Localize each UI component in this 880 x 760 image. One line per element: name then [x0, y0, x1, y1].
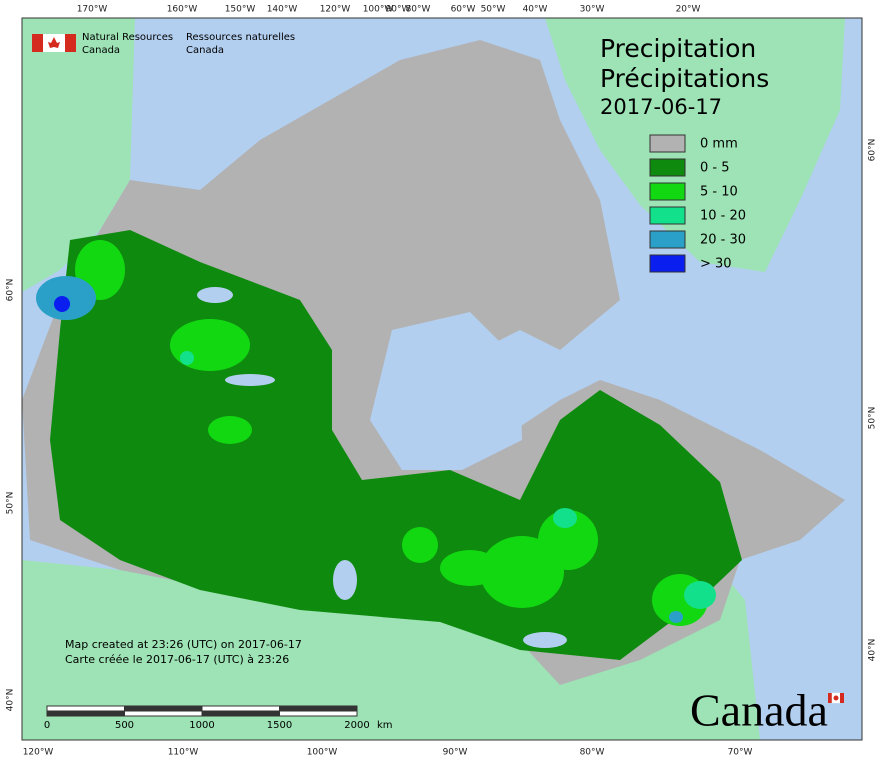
- note: Map created at 23:26 (UTC) on 2017-06-17: [65, 638, 302, 651]
- note: Carte créée le 2017-06-17 (UTC) à 23:26: [65, 653, 289, 666]
- graticule-label: 60°W: [451, 5, 476, 15]
- graticule-label: 50°W: [481, 5, 506, 15]
- legend-swatch: [649, 206, 686, 225]
- hudson-bay: [370, 312, 522, 470]
- graticule-label: 50°N: [868, 407, 878, 430]
- agency-fr: Canada: [186, 45, 224, 56]
- scale-segment: [124, 710, 203, 717]
- graticule-label: 120°W: [320, 5, 351, 15]
- legend-label: 0 - 5: [700, 161, 730, 176]
- graticule-label: 40°N: [6, 689, 16, 712]
- precip-10-20: [180, 351, 716, 609]
- graticule-label: 30°W: [580, 5, 605, 15]
- agency-en: Canada: [82, 45, 120, 56]
- legend-swatch: [649, 230, 686, 249]
- map: [22, 18, 862, 740]
- graticule-label: 140°W: [267, 5, 298, 15]
- scale-label: 0: [44, 720, 50, 731]
- legend-swatch: [649, 134, 686, 153]
- frame: [21, 17, 863, 741]
- scale-segment: [201, 705, 280, 712]
- scale-segment: [124, 705, 203, 712]
- wordmark: Canada: [690, 685, 828, 736]
- graticule-label: 50°N: [6, 492, 16, 515]
- scale-label: 1000: [189, 720, 214, 731]
- legend-label: 0 mm: [700, 137, 738, 152]
- usa: [22, 560, 760, 740]
- graticule-label: 60°N: [6, 279, 16, 302]
- alaska: [22, 18, 135, 292]
- graticule-label: 80°W: [580, 748, 605, 758]
- legend-label: 20 - 30: [700, 233, 746, 248]
- graticule-label: 110°W: [168, 748, 199, 758]
- legend-label: 10 - 20: [700, 209, 746, 224]
- precip-5-10: [75, 240, 708, 626]
- logo-flag: [32, 34, 76, 52]
- greenland: [545, 18, 845, 272]
- scale-segment: [279, 705, 358, 712]
- scale-segment: [46, 710, 125, 717]
- precip-over-30: [54, 296, 70, 312]
- scale-segment: [46, 705, 125, 712]
- scale-label: 500: [115, 720, 134, 731]
- legend-swatch: [649, 158, 686, 177]
- scale-unit: km: [377, 720, 393, 731]
- date: 2017-06-17: [600, 95, 722, 119]
- graticule-label: 80°W: [406, 5, 431, 15]
- scale-label: 2000: [344, 720, 369, 731]
- scale-label: 1500: [267, 720, 292, 731]
- wordmark-flag: [828, 692, 844, 704]
- graticule-label: 40°W: [523, 5, 548, 15]
- graticule-label: 150°W: [225, 5, 256, 15]
- graticule-label: 40°N: [868, 639, 878, 662]
- lakes: [197, 287, 567, 648]
- graticule-label: 60°N: [868, 139, 878, 162]
- graticule-label: 160°W: [167, 5, 198, 15]
- graticule-label: 70°W: [728, 748, 753, 758]
- agency-en: Natural Resources: [82, 32, 173, 43]
- legend-swatch: [649, 254, 686, 273]
- scale-segment: [201, 710, 280, 717]
- graticule-label: 100°W: [307, 748, 338, 758]
- graticule-label: 100°W: [363, 5, 394, 15]
- graticule-label: 90°W: [386, 5, 411, 15]
- precip-20-30: [669, 611, 683, 623]
- title: Precipitation: [600, 34, 756, 63]
- graticule-label: 20°W: [676, 5, 701, 15]
- title: Précipitations: [600, 64, 769, 93]
- legend-swatch: [649, 182, 686, 201]
- graticule-label: 90°W: [443, 748, 468, 758]
- scale-segment: [279, 710, 358, 717]
- legend-label: 5 - 10: [700, 185, 738, 200]
- agency-fr: Ressources naturelles: [186, 32, 295, 43]
- graticule-label: 170°W: [77, 5, 108, 15]
- legend-label: > 30: [700, 257, 732, 272]
- graticule-label: 120°W: [23, 748, 54, 758]
